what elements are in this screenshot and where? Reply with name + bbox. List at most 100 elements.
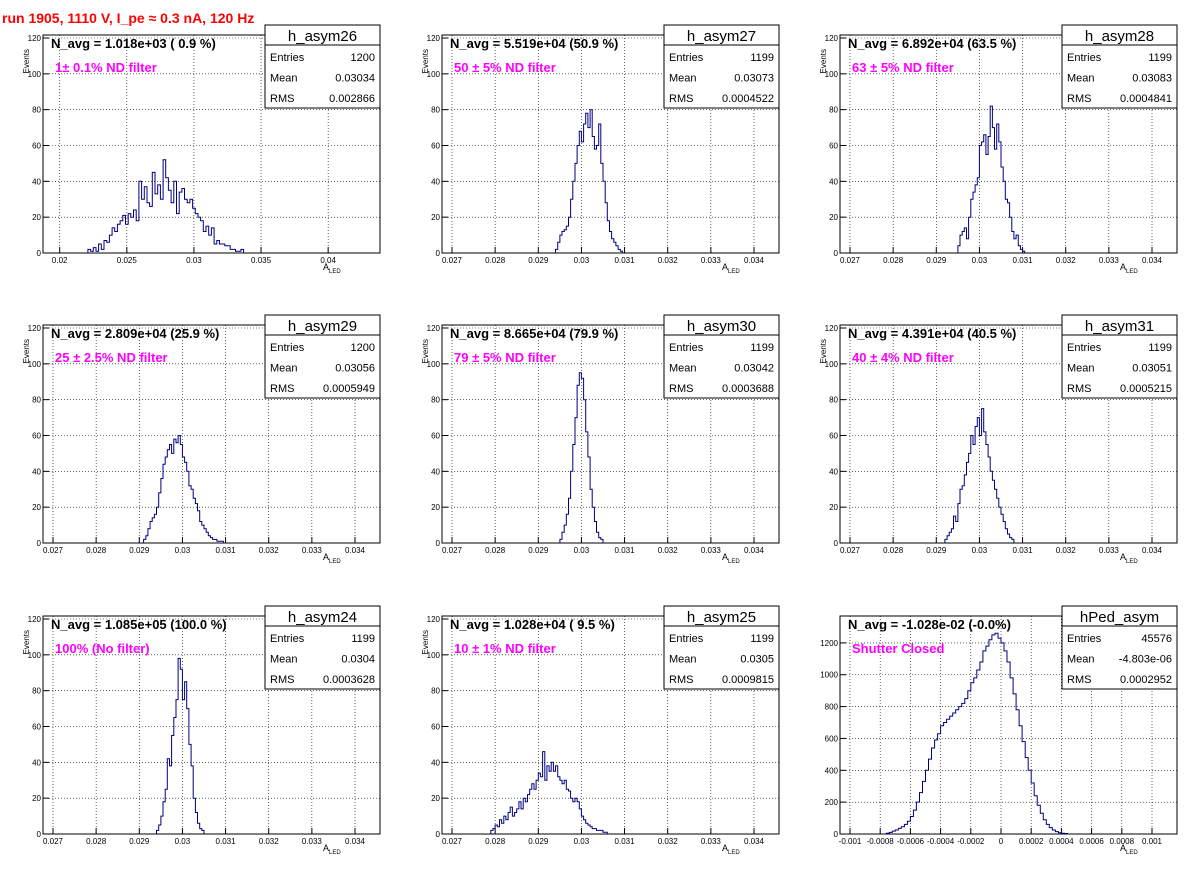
y-tick-label: 60 [829, 432, 838, 441]
x-tick-label: 0.027 [442, 546, 463, 555]
x-tick-label: 0.031 [216, 837, 237, 846]
y-tick-label: 100 [825, 360, 839, 369]
x-tick-label: 0.03 [175, 546, 191, 555]
y-tick-label: 100 [28, 70, 42, 79]
x-axis-label: ALED [1120, 552, 1138, 565]
y-tick-label: 0 [37, 830, 42, 839]
stat-key-rms: RMS [1067, 383, 1091, 395]
y-tick-label: 60 [32, 723, 41, 732]
x-tick-label: 0.029 [528, 546, 549, 555]
x-tick-label: 0.028 [883, 256, 904, 265]
x-tick-label: 0.025 [117, 256, 138, 265]
stat-value-mean: 0.03056 [335, 363, 375, 375]
x-tick-label: 0.031 [615, 256, 636, 265]
filter-annotation: Shutter Closed [852, 641, 945, 656]
y-tick-label: 60 [431, 142, 440, 151]
histogram-name: h_asym31 [1085, 318, 1154, 335]
filter-annotation: 25 ± 2.5% ND filter [55, 350, 168, 365]
histogram-panel-h_asym25: 0.027 0.028 0.029 0.03 0.031 0.032 0.033 0.034 0… [421, 605, 780, 856]
x-tick-label: 0.0006 [1079, 837, 1104, 846]
stat-value-mean: 0.03051 [1132, 363, 1172, 375]
stat-key-mean: Mean [270, 654, 298, 666]
x-tick-label: 0.029 [926, 256, 947, 265]
histogram-name: h_asym25 [687, 609, 756, 626]
x-tick-label: 0.032 [658, 837, 679, 846]
stat-key-mean: Mean [1067, 654, 1095, 666]
y-tick-label: 120 [28, 324, 42, 333]
filter-annotation: 1± 0.1% ND filter [55, 60, 157, 75]
y-tick-label: 100 [427, 70, 441, 79]
x-tick-label: 0.034 [345, 837, 366, 846]
y-tick-label: 100 [28, 360, 42, 369]
y-tick-label: 40 [32, 467, 41, 476]
stat-key-rms: RMS [669, 383, 693, 395]
x-axis-label: ALED [323, 843, 341, 856]
histogram-panel-hPed_asym: -0.001 -0.0008 -0.0006 -0.0004 -0.0002 0 0.000… [820, 605, 1178, 856]
stat-key-entries: Entries [669, 52, 704, 64]
histogram-bars [555, 109, 623, 253]
y-tick-label: 20 [431, 503, 440, 512]
x-tick-label: 0.029 [129, 837, 150, 846]
y-tick-label: 120 [28, 34, 42, 43]
filter-annotation: 10 ± 1% ND filter [454, 641, 556, 656]
x-tick-label: 0.032 [1056, 256, 1077, 265]
y-tick-label: 40 [829, 467, 838, 476]
stat-key-mean: Mean [270, 363, 298, 375]
stat-key-rms: RMS [270, 93, 294, 105]
y-tick-label: 60 [431, 723, 440, 732]
y-tick-label: 0 [436, 830, 441, 839]
y-tick-label: 100 [427, 360, 441, 369]
stat-value-mean: 0.03073 [734, 73, 774, 85]
stat-box [264, 314, 381, 399]
navg-label: N_avg = 1.018e+03 ( 0.9 %) [51, 36, 216, 51]
stat-value-entries: 1199 [750, 342, 774, 354]
y-tick-label: 40 [431, 177, 440, 186]
stat-key-entries: Entries [270, 342, 305, 354]
stat-value-rms: 0.0003688 [722, 383, 774, 395]
y-tick-label: 120 [825, 34, 839, 43]
y-axis-label: Events [22, 630, 31, 654]
y-tick-label: 80 [32, 687, 41, 696]
histogram-name: h_asym28 [1085, 28, 1154, 45]
x-tick-label: -0.0004 [927, 837, 955, 846]
x-tick-label: 0.03 [175, 837, 191, 846]
stat-box [663, 24, 780, 109]
stat-key-mean: Mean [270, 73, 298, 85]
histogram-bars [490, 751, 608, 834]
x-tick-label: 0.033 [1099, 256, 1120, 265]
navg-label: N_avg = 1.028e+04 ( 9.5 %) [450, 617, 615, 632]
x-axis-label: ALED [722, 843, 740, 856]
x-tick-label: 0.03 [574, 256, 590, 265]
y-axis-label: Events [22, 339, 31, 363]
y-tick-label: 20 [431, 794, 440, 803]
stat-key-rms: RMS [270, 383, 294, 395]
stat-key-entries: Entries [1067, 342, 1102, 354]
x-tick-label: 0.032 [1056, 546, 1077, 555]
x-tick-label: 0.031 [615, 546, 636, 555]
x-tick-label: 0.031 [615, 837, 636, 846]
histogram-panel-h_asym27: 0.027 0.028 0.029 0.03 0.031 0.032 0.033 0.034 0… [421, 24, 780, 275]
x-tick-label: -0.0008 [867, 837, 895, 846]
stat-box [1061, 605, 1178, 690]
y-axis-label: Events [819, 49, 828, 73]
y-tick-label: 80 [829, 396, 838, 405]
stat-key-entries: Entries [669, 342, 704, 354]
x-tick-label: 0.033 [701, 837, 722, 846]
y-tick-label: 60 [431, 432, 440, 441]
stat-value-entries: 1199 [750, 52, 774, 64]
histogram-panel-h_asym30: 0.027 0.028 0.029 0.03 0.031 0.032 0.033 0.034 0… [421, 314, 780, 565]
y-tick-label: 40 [431, 758, 440, 767]
filter-annotation: 50 ± 5% ND filter [454, 60, 556, 75]
x-tick-label: 0.034 [744, 256, 765, 265]
stat-value-mean: 0.03083 [1132, 73, 1172, 85]
y-tick-label: 80 [32, 396, 41, 405]
histogram-name: h_asym26 [288, 28, 357, 45]
y-tick-label: 0 [834, 830, 839, 839]
x-tick-label: 0.04 [320, 256, 336, 265]
x-tick-label: 0.034 [1142, 256, 1163, 265]
x-tick-label: 0.028 [86, 546, 107, 555]
stat-value-rms: 0.0002952 [1120, 674, 1172, 686]
x-tick-label: 0.027 [442, 837, 463, 846]
stat-value-entries: 1200 [351, 52, 375, 64]
